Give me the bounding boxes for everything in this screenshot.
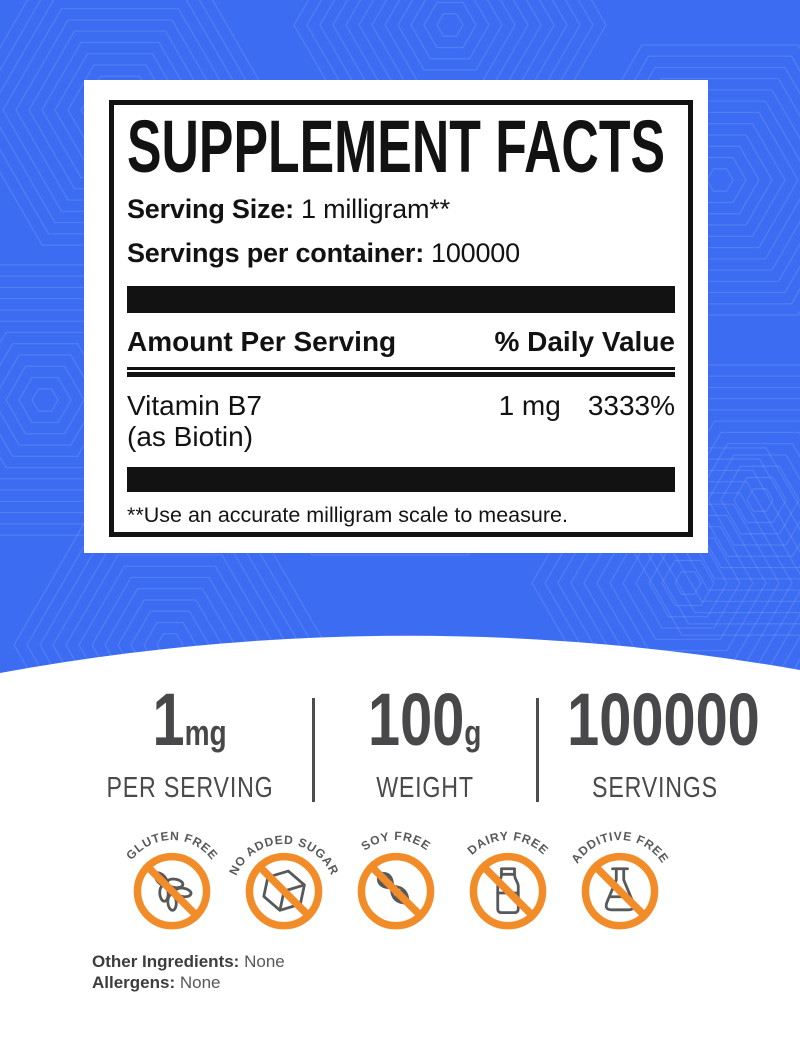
stat-value: 1 xyxy=(152,678,185,761)
stat-divider xyxy=(536,698,539,802)
supplement-facts-panel: SUPPLEMENT FACTS Serving Size: 1 milligra… xyxy=(84,80,708,553)
stat-per-serving-number: 1mg xyxy=(153,683,228,769)
prohibited-circle-icon xyxy=(469,852,547,930)
prohibited-circle-icon xyxy=(245,852,323,930)
servings-per-container-row: Servings per container: 100000 xyxy=(127,238,675,269)
badge-dairy-free: DAIRY FREE xyxy=(465,829,551,930)
prohibited-circle-icon xyxy=(357,852,435,930)
amount-per-serving-header: Amount Per Serving xyxy=(127,326,397,357)
facts-box: SUPPLEMENT FACTS Serving Size: 1 milligra… xyxy=(109,100,693,537)
servings-value: 100000 xyxy=(431,238,520,268)
stat-servings-number: 100000 xyxy=(567,683,760,769)
supplement-facts-title: SUPPLEMENT FACTS xyxy=(127,117,665,179)
stat-servings: 100000 SERVINGS xyxy=(540,683,770,805)
serving-size-row: Serving Size: 1 milligram** xyxy=(127,194,675,225)
stat-divider xyxy=(312,698,315,802)
other-ingredients-label: Other Ingredients: xyxy=(92,952,240,971)
facts-header-row: Amount Per Serving % Daily Value xyxy=(127,326,675,358)
badge-row: GLUTEN FREE NO ADDED SUGA xyxy=(116,820,676,938)
title-text: SUPPLEMENT FACTS xyxy=(127,117,665,179)
stat-weight-label: WEIGHT xyxy=(376,772,474,804)
other-ingredients-row: Other Ingredients: None xyxy=(92,951,285,972)
stat-value: 100000 xyxy=(567,678,760,761)
nutrient-amount: 1 mg xyxy=(498,390,561,421)
separator-bar-top xyxy=(127,286,675,313)
serving-size-value: 1 milligram** xyxy=(300,194,450,224)
badge-additive-free: ADDITIVE FREE xyxy=(568,829,671,930)
allergens-label: Allergens: xyxy=(92,973,176,992)
stat-value: 100 xyxy=(368,678,465,761)
nutrient-name-line2: (as Biotin) xyxy=(127,421,254,452)
daily-value-header: % Daily Value xyxy=(494,326,675,357)
nutrient-daily-value: 3333% xyxy=(587,390,675,421)
allergens-row: Allergens: None xyxy=(92,972,285,993)
badge-label: SOY FREE xyxy=(359,829,434,853)
nutrient-row: Vitamin B7 (as Biotin) 1 mg 3333% xyxy=(127,390,675,452)
allergens-value: None xyxy=(179,973,221,992)
header-rule xyxy=(127,367,675,377)
other-ingredients-value: None xyxy=(244,952,285,971)
prohibited-circle-icon xyxy=(133,852,211,930)
badge-soy-free: SOY FREE xyxy=(357,829,435,930)
serving-size-label: Serving Size: xyxy=(127,194,294,224)
stat-unit: g xyxy=(464,712,482,753)
stat-per-serving-label: PER SERVING xyxy=(106,772,274,804)
nutrient-name-line1: Vitamin B7 xyxy=(127,390,262,421)
badge-no-added-sugar: NO ADDED SUGAR xyxy=(228,833,340,930)
stat-unit: mg xyxy=(184,712,228,753)
servings-label: Servings per container: xyxy=(127,238,424,268)
stats-band: 1mg PER SERVING 100g WEIGHT 100000 SERVI… xyxy=(0,683,800,809)
measure-footnote: **Use an accurate milligram scale to mea… xyxy=(127,503,568,527)
stat-servings-label: SERVINGS xyxy=(592,772,718,804)
footer-notes: Other Ingredients: None Allergens: None xyxy=(92,951,285,993)
stat-weight: 100g WEIGHT xyxy=(320,683,530,805)
nutrient-values: 1 mg 3333% xyxy=(499,390,675,452)
curved-divider xyxy=(0,635,800,700)
prohibited-circle-icon xyxy=(581,852,659,930)
nutrient-name: Vitamin B7 (as Biotin) xyxy=(127,390,262,452)
stat-weight-number: 100g xyxy=(368,683,482,769)
separator-bar-bottom xyxy=(127,467,675,492)
stat-per-serving: 1mg PER SERVING xyxy=(85,683,295,805)
badge-gluten-free: GLUTEN FREE xyxy=(123,829,220,930)
